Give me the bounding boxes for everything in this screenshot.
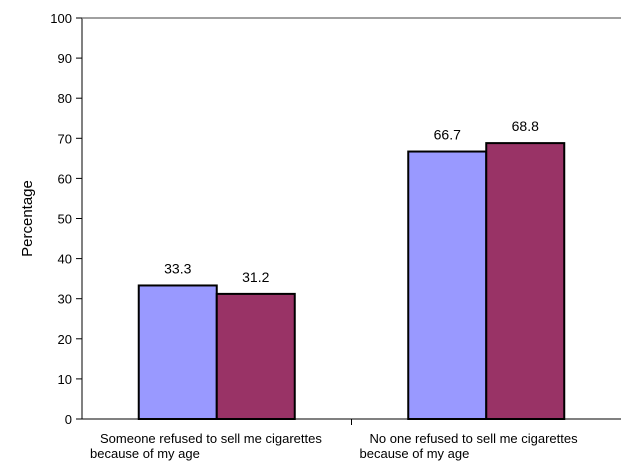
y-tick-label: 100	[50, 11, 72, 26]
y-tick-label: 10	[58, 372, 72, 387]
y-tick-label: 60	[58, 171, 72, 186]
bars	[137, 142, 566, 421]
y-tick-label: 80	[58, 91, 72, 106]
y-axis-title: Percentage	[19, 180, 36, 257]
y-tick-label: 20	[58, 332, 72, 347]
x-category-label: No one refused to sell me cigarettes beca…	[360, 431, 579, 461]
data-label: 66.7	[434, 127, 461, 143]
bar	[407, 150, 488, 421]
y-tick-label: 30	[58, 292, 72, 307]
bar	[485, 142, 566, 420]
data-label: 31.2	[242, 269, 269, 285]
y-tick-label: 50	[58, 212, 72, 227]
data-label: 68.8	[512, 118, 539, 134]
data-labels: 33.3 31.2 66.7 68.8	[164, 118, 539, 285]
y-tick-label: 40	[58, 252, 72, 267]
y-axis-ticks: 0 10 20 30 40 50 60 70 80 90 100	[50, 11, 82, 427]
y-tick-label: 0	[65, 412, 72, 427]
bar	[215, 292, 296, 420]
x-category-label: Someone refused to sell me cigarettes bec…	[90, 431, 322, 461]
y-tick-label: 70	[58, 131, 72, 146]
axes	[81, 17, 621, 425]
y-tick-label: 90	[58, 51, 72, 66]
x-axis-labels: Someone refused to sell me cigarettes bec…	[90, 431, 578, 461]
bar	[137, 284, 218, 421]
data-label: 33.3	[164, 260, 191, 276]
